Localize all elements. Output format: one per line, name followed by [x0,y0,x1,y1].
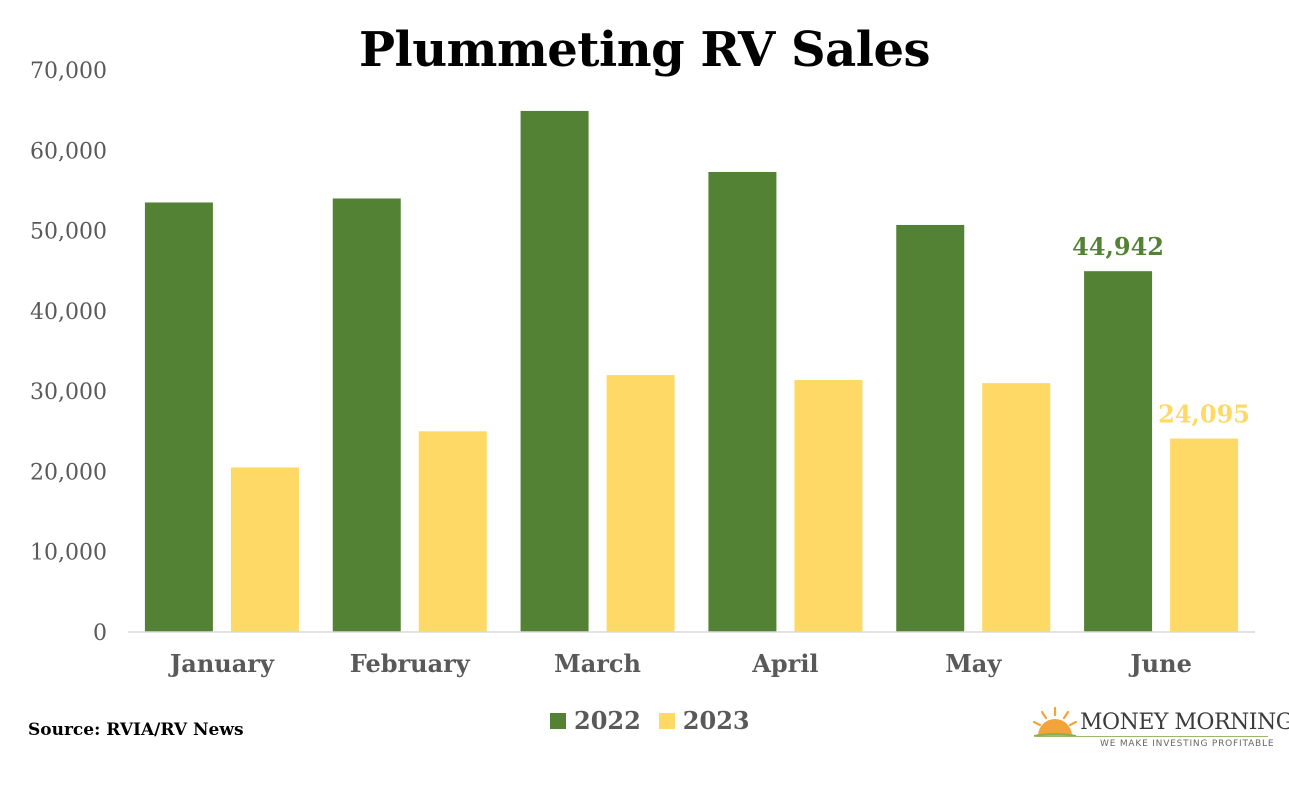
y-tick-label: 40,000 [30,300,107,325]
bar-2023-april [794,379,863,632]
y-axis-ticks: 0 10,000 20,000 30,000 40,000 50,000 60,000 70,… [30,59,107,646]
legend: 2022 2023 [550,706,768,735]
logo-tagline: WE MAKE INVESTING PROFITABLE [1100,739,1275,749]
bar-2023-may [982,383,1051,632]
y-tick-label: 60,000 [30,139,107,164]
y-tick-label: 70,000 [30,59,107,84]
data-labels: 44,942 24,095 [1072,232,1250,428]
bar-chart: 0 10,000 20,000 30,000 40,000 50,000 60,000 70,… [30,59,1255,678]
y-tick-label: 30,000 [30,380,107,405]
x-tick-label: January [168,649,275,678]
y-tick-label: 10,000 [30,541,107,566]
x-axis-ticks: January February March April May June [168,649,1192,678]
bar-2022-february [332,198,401,632]
logo-divider [1036,736,1268,737]
y-tick-label: 50,000 [30,220,107,245]
bar-2022-may [896,224,965,633]
legend-label-2022: 2022 [574,706,641,735]
y-tick-label: 0 [93,621,107,646]
logo-name: MONEY MORNING [1080,710,1289,735]
legend-swatch-2022 [550,712,566,729]
x-tick-label: May [945,649,1002,678]
bar-2023-january [230,467,299,632]
legend-item-2023: 2023 [658,706,750,735]
x-tick-label: April [751,649,818,678]
bars [144,110,1239,633]
x-tick-label: February [350,649,471,678]
legend-swatch-2023 [658,712,675,729]
source-note: Source: RVIA/RV News [28,720,244,740]
x-tick-label: June [1128,649,1192,678]
data-label-2022-june: 44,942 [1072,232,1164,261]
money-morning-logo: MONEY MORNING WE MAKE INVESTING PROFITAB… [1032,706,1289,754]
legend-label-2023: 2023 [682,706,750,735]
bar-2022-june [1084,271,1153,632]
bar-2023-february [418,431,487,632]
chart-title: Plummeting RV Sales [358,22,931,78]
data-label-2023-june: 24,095 [1158,400,1250,429]
legend-item-2022: 2022 [550,706,641,735]
sun-icon [1032,706,1078,737]
bar-2023-march [606,375,675,632]
bar-2022-march [520,110,589,632]
x-tick-label: March [554,649,641,678]
bar-2022-january [144,202,213,632]
y-tick-label: 20,000 [30,460,107,485]
bar-2022-april [708,171,777,632]
bar-2023-june [1170,438,1239,632]
